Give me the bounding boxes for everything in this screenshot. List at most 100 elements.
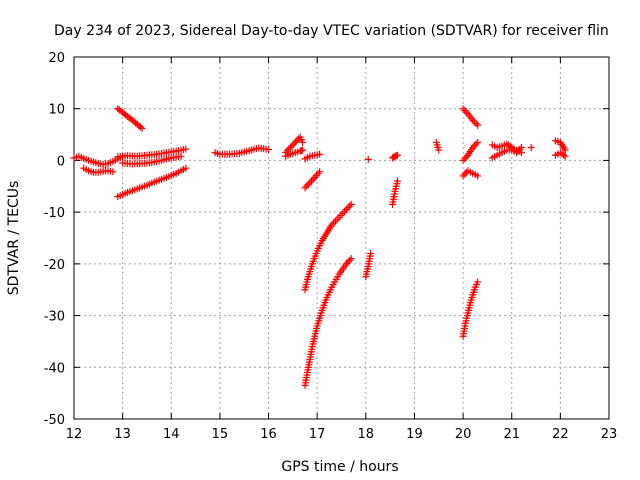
- data-point: [506, 142, 514, 150]
- data-point: [291, 138, 299, 146]
- data-point: [182, 164, 190, 172]
- series-arc-r: [432, 138, 443, 154]
- data-point: [393, 151, 401, 159]
- series-arc-j: [301, 150, 324, 163]
- data-point: [472, 140, 480, 148]
- data-point: [364, 155, 372, 163]
- axis-ticks: 12 13 14 15 16 17 18 19 20 21 22 23 20 10 0 -10 -20 -30 -4…: [44, 51, 618, 442]
- data-point: [346, 202, 354, 210]
- data-point: [459, 172, 467, 180]
- data-point: [474, 138, 482, 146]
- data-point: [285, 145, 293, 153]
- x-tick-label: 20: [455, 427, 472, 442]
- series-arc-p: [389, 177, 401, 208]
- data-point: [299, 146, 307, 154]
- data-point: [304, 180, 312, 188]
- data-point: [342, 260, 350, 268]
- x-tick-label: 19: [406, 427, 423, 442]
- y-tick-label: -50: [44, 413, 65, 428]
- series-arc-s: [459, 105, 482, 129]
- data-point: [470, 118, 478, 126]
- x-tick-label: 17: [309, 427, 326, 442]
- series-arc-c: [114, 105, 146, 132]
- y-tick-label: -30: [44, 310, 65, 325]
- x-tick-label: 22: [552, 427, 569, 442]
- data-point: [462, 108, 470, 116]
- y-tick-label: -20: [44, 258, 65, 273]
- data-point: [527, 144, 535, 151]
- data-point: [459, 105, 467, 113]
- data-point: [517, 149, 525, 157]
- data-point: [347, 255, 355, 263]
- data-point: [367, 250, 375, 258]
- series-arc-o: [362, 250, 375, 281]
- data-point: [288, 142, 296, 150]
- data-point: [109, 168, 117, 176]
- y-tick-label: -40: [44, 361, 65, 376]
- series-arc-z: [552, 137, 569, 154]
- data-point: [342, 206, 350, 214]
- data-point: [461, 155, 469, 163]
- data-point: [177, 152, 185, 160]
- plot-frame: [73, 56, 610, 420]
- series-arc-aa: [552, 149, 569, 160]
- series-arc-b: [80, 164, 117, 176]
- series-arc-m: [301, 255, 355, 389]
- x-axis-label: GPS time / hours: [281, 459, 398, 475]
- chart-title: Day 234 of 2023, Sidereal Day-to-day VTE…: [54, 23, 609, 39]
- x-tick-label: 14: [163, 427, 180, 442]
- grid-lines: [74, 57, 609, 419]
- data-point: [283, 147, 291, 155]
- series-arc-t: [459, 138, 482, 164]
- y-axis-label: SDTVAR / TECUs: [6, 181, 22, 296]
- data-point: [461, 170, 469, 178]
- data-point: [462, 153, 470, 161]
- data-point: [393, 177, 401, 185]
- data-point: [344, 204, 352, 212]
- x-tick-label: 18: [358, 427, 375, 442]
- data-point: [303, 182, 311, 190]
- data-point: [299, 138, 307, 146]
- data-point: [474, 278, 482, 286]
- data-point: [474, 172, 482, 180]
- x-tick-label: 23: [601, 427, 618, 442]
- data-point: [301, 184, 309, 192]
- data-point: [561, 146, 569, 154]
- x-tick-label: 16: [260, 427, 277, 442]
- data-point: [561, 152, 569, 160]
- data-point: [293, 137, 301, 145]
- series-arc-q: [389, 151, 401, 162]
- x-tick-label: 21: [503, 427, 520, 442]
- data-point: [470, 142, 478, 150]
- x-tick-label: 15: [212, 427, 229, 442]
- series-arc-v: [459, 278, 482, 340]
- data-point: [265, 146, 273, 154]
- data-point: [286, 144, 294, 151]
- data-point: [347, 200, 355, 208]
- data-point: [309, 175, 317, 183]
- x-tick-label: 12: [66, 427, 83, 442]
- y-tick-label: -10: [44, 206, 65, 221]
- series-arc-l: [301, 200, 355, 294]
- data-point: [435, 146, 443, 154]
- series-arc-h: [282, 133, 307, 157]
- data-point: [560, 151, 568, 159]
- y-tick-label: 20: [48, 51, 65, 66]
- data-point: [346, 256, 354, 264]
- series-arc-k: [301, 168, 324, 192]
- series-arc-d: [114, 164, 190, 201]
- data-point: [472, 120, 480, 128]
- series-arc-g: [211, 144, 273, 158]
- data-point: [308, 177, 316, 185]
- data-point: [316, 150, 324, 158]
- y-tick-label: 10: [48, 103, 65, 118]
- data-point: [306, 179, 314, 187]
- data-point: [316, 168, 324, 176]
- data-point: [474, 121, 482, 129]
- series-arc-x: [488, 140, 525, 157]
- data-point: [461, 106, 469, 114]
- data-point: [290, 140, 298, 148]
- series-arc-n: [364, 155, 372, 163]
- data-point: [136, 123, 144, 131]
